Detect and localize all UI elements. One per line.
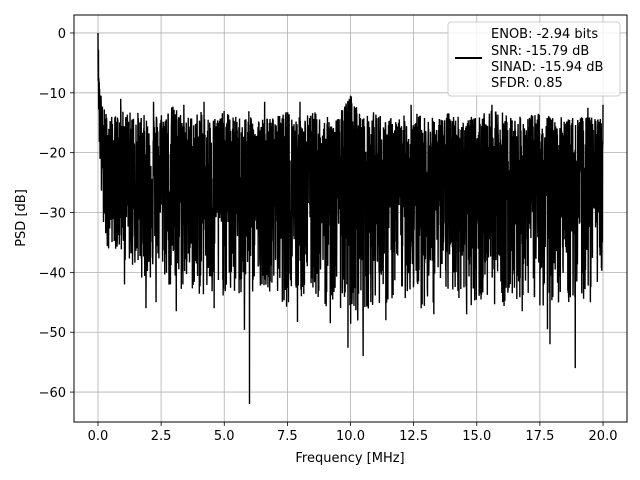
y-axis-label: PSD [dB] [14, 189, 29, 247]
y-tick-label: −40 [39, 266, 66, 281]
x-axis-label: Frequency [MHz] [295, 451, 404, 466]
x-axis-ticks: 0.0 2.5 5.0 7.5 10.0 12.5 15.0 17.5 20.0 [88, 422, 618, 444]
y-tick-label: 0 [58, 27, 66, 42]
legend: ENOB: -2.94 bits SNR: -15.79 dB SINAD: -… [447, 21, 621, 97]
legend-enob: ENOB: -2.94 bits [491, 27, 598, 42]
y-tick-label: −30 [39, 207, 66, 222]
plot-area [97, 32, 604, 405]
legend-box [447, 21, 621, 97]
legend-sfdr: SFDR: 0.85 [491, 76, 563, 91]
x-tick-label: 10.0 [336, 429, 365, 444]
legend-sinad: SINAD: -15.94 dB [491, 60, 603, 75]
x-tick-label: 12.5 [399, 429, 428, 444]
y-tick-label: −20 [39, 147, 66, 162]
x-tick-label: 20.0 [589, 429, 618, 444]
x-tick-label: 0.0 [88, 429, 109, 444]
y-tick-label: −50 [39, 326, 66, 341]
psd-series-line [97, 32, 604, 405]
x-tick-label: 7.5 [277, 429, 298, 444]
legend-snr: SNR: -15.79 dB [491, 44, 589, 59]
x-tick-label: 2.5 [151, 429, 172, 444]
y-tick-label: −10 [39, 87, 66, 102]
y-tick-label: −60 [39, 386, 66, 401]
x-tick-label: 15.0 [462, 429, 491, 444]
x-tick-label: 5.0 [214, 429, 235, 444]
x-tick-label: 17.5 [525, 429, 554, 444]
y-axis-ticks: 0 −10 −20 −30 −40 −50 −60 [39, 27, 74, 401]
